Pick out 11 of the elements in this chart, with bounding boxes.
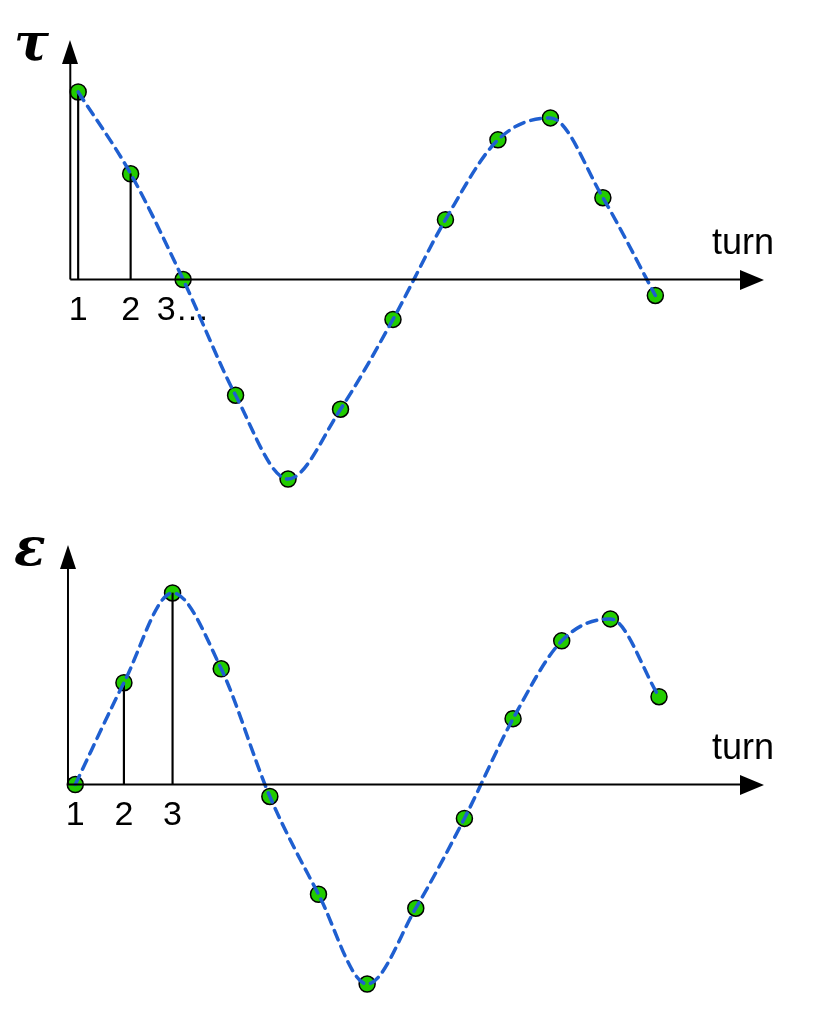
y-axis-title: ε xyxy=(14,516,46,577)
y-axis-title: τ xyxy=(14,11,50,72)
x-axis-title: turn xyxy=(711,725,774,767)
x-tick-label: 3… xyxy=(156,289,210,328)
x-tick-label: 1 xyxy=(65,794,85,833)
x-tick-label: 2 xyxy=(114,794,134,833)
x-tick-label: 3 xyxy=(163,794,183,833)
x-tick-label: 1 xyxy=(68,289,88,328)
x-tick-label: 2 xyxy=(121,289,141,328)
point xyxy=(650,687,668,706)
x-axis-title: turn xyxy=(711,220,774,262)
